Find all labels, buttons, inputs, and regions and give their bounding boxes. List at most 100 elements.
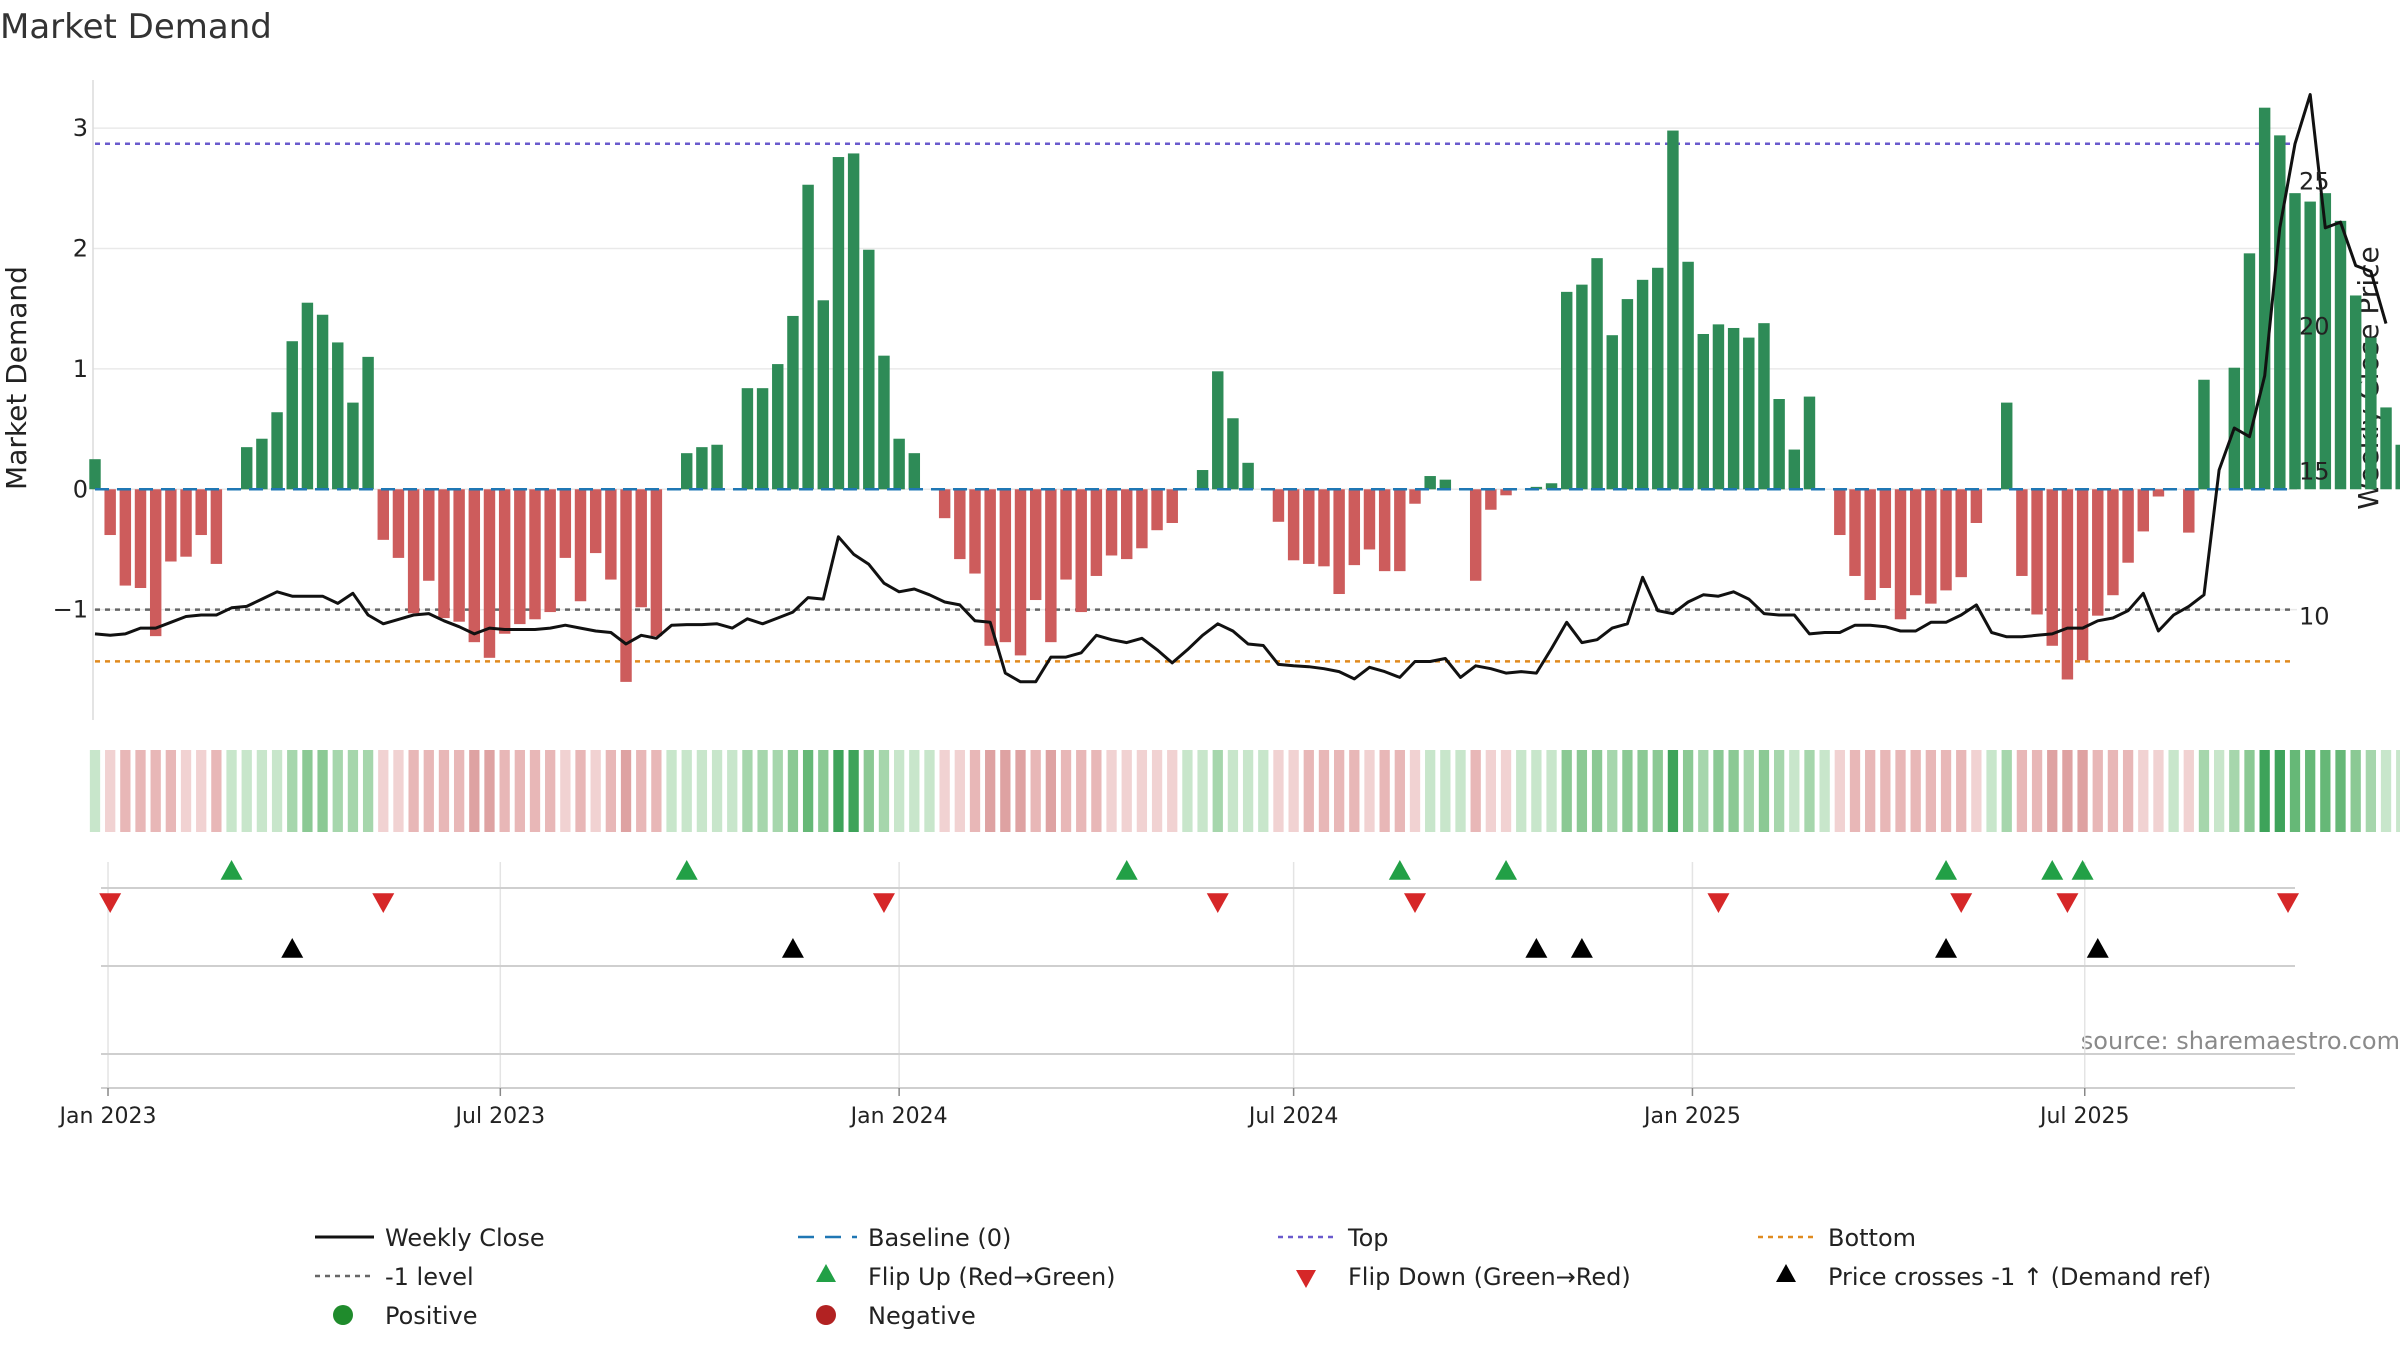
right-y-tick-label: 25 [2299,168,2330,196]
heat-strip-cell [1182,750,1193,832]
heat-strip-cell [2365,750,2377,832]
right-y-tick-label: 10 [2299,603,2330,631]
heat-strip-cell [2289,750,2301,832]
heat-strip-cell [939,750,950,832]
heat-strip-cell [560,750,571,832]
negative-demand-bar [1029,489,1042,601]
positive-demand-bar [832,157,845,490]
legend-swatch-marker [1776,1264,1796,1282]
negative-demand-bar [392,489,405,558]
negative-demand-bar [1469,489,1482,581]
flip-up-marker [1388,860,1411,880]
negative-demand-bar [1955,489,1967,578]
heat-strip-cell [89,750,101,832]
positive-demand-bar [286,341,298,490]
positive-demand-bar [1591,258,1603,490]
right-y-tick-label: 20 [2299,313,2330,341]
negative-demand-bar [650,489,663,637]
positive-demand-bar [2001,402,2013,490]
heat-strip-cell [1121,750,1132,832]
negative-demand-bar [2122,489,2134,563]
positive-demand-bar [756,388,769,490]
heat-strip-cell [1045,750,1057,832]
negative-demand-bar [165,489,177,562]
positive-demand-bar [787,315,799,490]
heat-strip-cell [469,750,480,832]
positive-demand-bar [271,412,283,490]
negative-demand-bar [559,489,572,558]
left-y-tick-label: 1 [73,355,88,383]
heat-strip-cell [909,750,920,832]
negative-demand-bar [1363,489,1376,550]
heat-strip-cell [1167,750,1178,832]
negative-demand-bar [574,489,587,602]
heat-strip-cell [1956,750,1967,832]
heat-strip-cell [180,750,192,832]
heat-strip-cell [2198,750,2210,832]
positive-demand-bar [2243,253,2256,490]
heat-strip-cell [499,750,510,832]
x-tick-label: Jul 2025 [2038,1104,2130,1129]
heat-strip-cell [514,750,525,832]
heat-strip-cell [636,750,647,832]
legend-item-flip-up: Flip Up (Red→Green) [816,1263,1116,1291]
price-cross-marker [2086,938,2109,958]
positive-demand-bar [362,356,374,490]
price-cross-marker [781,938,804,958]
flip-down-marker [99,893,122,913]
heat-strip-cell [848,750,859,832]
legend-label: Flip Up (Red→Green) [868,1263,1116,1291]
negative-demand-bar [2092,489,2104,616]
positive-demand-bar [741,388,754,490]
price-cross-marker [281,938,304,958]
heat-strip-cell [1546,750,1557,832]
legend-item-top: Top [1278,1224,1389,1252]
heat-strip-cell [2229,750,2240,832]
negative-demand-bar [1925,489,1937,604]
heat-strip-cell [2001,750,2012,832]
heat-strip-cell [2047,750,2058,832]
heat-strip-cell [1789,750,1800,832]
heat-strip-cell [863,750,874,832]
positive-demand-bar [1803,396,1816,490]
heat-strip-cell [1470,750,1481,832]
heat-strip-cell [378,750,389,832]
price-cross-marker [1570,938,1593,958]
legend-label: Negative [868,1302,976,1330]
heat-strip-cell [1849,750,1861,832]
heat-strip-cell [1015,750,1026,832]
positive-demand-bar [2274,135,2286,490]
negative-demand-bar [2107,489,2119,596]
negative-demand-bar [1121,489,1133,560]
negative-demand-bar [1166,489,1178,523]
heat-strip-cell [150,750,161,832]
heat-strip-cell [438,750,450,832]
negative-demand-bar [999,489,1012,643]
positive-demand-bar [332,342,344,490]
heat-strip-cell [878,750,890,832]
positive-demand-bar [1652,267,1664,490]
flip-up-marker [1115,860,1138,880]
heat-strip-cell [1713,750,1724,832]
flip-up-marker [675,860,698,880]
heat-strip-cell [332,750,343,832]
heat-strip-cell [2122,750,2134,832]
positive-demand-bar [301,302,314,490]
heat-strip-cell [1288,750,1299,832]
heat-strip-cell [1667,750,1679,832]
legend-label: Positive [385,1302,478,1330]
heat-strip-cell [1804,750,1815,832]
legend-swatch-dot [816,1305,836,1325]
positive-demand-bar [817,300,829,490]
heat-strip-cell [1607,750,1618,832]
positive-demand-bar [347,402,359,490]
heat-strip-cell [105,750,116,832]
negative-demand-bar [1075,489,1087,613]
negative-demand-bar [423,489,435,581]
heat-strip-cell [271,750,283,832]
heat-strip-cell [1349,750,1360,832]
heat-strip-cell [1971,750,1982,832]
left-y-tick-label: 0 [73,475,88,503]
flip-down-marker [872,893,895,913]
heat-strip-cell [1485,750,1497,832]
